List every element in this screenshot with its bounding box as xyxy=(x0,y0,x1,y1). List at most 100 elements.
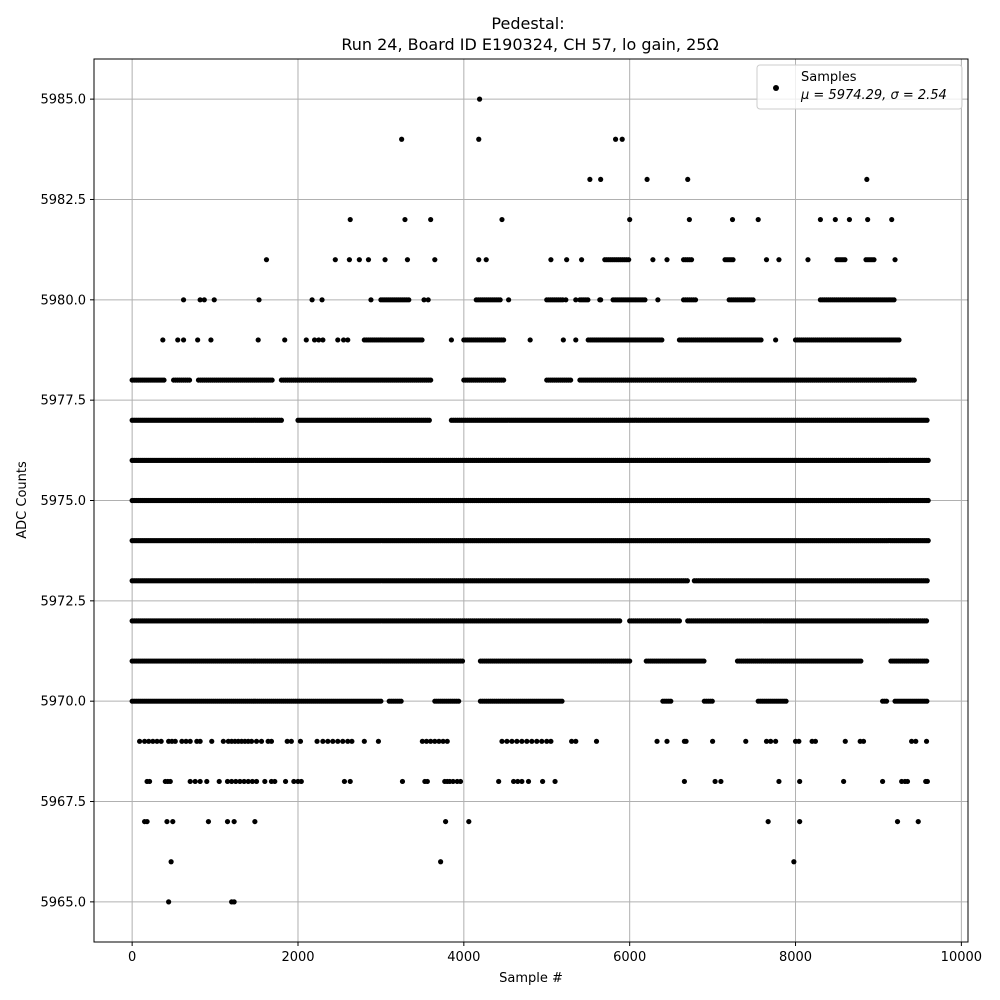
data-point xyxy=(426,417,432,423)
data-point xyxy=(164,818,170,825)
data-point xyxy=(146,738,152,744)
data-point xyxy=(436,738,442,744)
y-tick-label: 5980.0 xyxy=(41,293,87,308)
data-point xyxy=(297,738,304,744)
data-point xyxy=(627,216,633,223)
data-point xyxy=(332,257,338,263)
y-tick-label: 5977.5 xyxy=(41,394,87,409)
data-point xyxy=(325,738,331,744)
data-point xyxy=(585,297,591,303)
data-point xyxy=(913,738,919,744)
data-point xyxy=(925,538,931,544)
data-point xyxy=(220,738,226,744)
x-tick-label: 0 xyxy=(128,950,136,965)
data-point xyxy=(168,859,174,865)
legend-marker xyxy=(773,85,779,91)
data-point xyxy=(701,658,707,664)
x-axis-label: Sample # xyxy=(499,971,563,986)
data-point xyxy=(347,778,353,785)
data-point xyxy=(911,377,917,383)
data-point xyxy=(684,578,690,584)
data-point xyxy=(160,337,166,343)
plot-area-frame xyxy=(93,58,969,943)
data-point xyxy=(150,738,156,744)
data-point xyxy=(664,257,670,263)
data-point xyxy=(805,257,811,263)
y-axis-label: ADC Counts xyxy=(15,461,30,539)
data-point xyxy=(783,698,789,704)
data-point xyxy=(664,738,670,744)
data-point xyxy=(529,738,535,744)
data-point xyxy=(365,257,372,263)
data-point xyxy=(378,698,384,704)
data-point xyxy=(923,618,930,624)
data-point xyxy=(459,658,466,664)
data-point xyxy=(743,738,749,744)
data-point xyxy=(237,778,243,785)
data-point xyxy=(791,859,797,865)
data-point xyxy=(201,297,207,303)
data-point xyxy=(894,818,901,825)
data-point xyxy=(527,337,533,343)
data-point xyxy=(466,818,472,825)
data-point xyxy=(209,738,215,744)
data-point xyxy=(476,96,483,102)
data-point xyxy=(496,778,502,785)
data-point xyxy=(842,738,848,744)
data-point xyxy=(924,658,930,664)
data-point xyxy=(763,738,770,744)
data-point xyxy=(249,778,255,785)
data-point xyxy=(560,337,566,343)
data-point xyxy=(776,257,782,263)
data-point xyxy=(619,136,625,142)
data-point xyxy=(167,778,173,785)
data-point xyxy=(253,778,260,785)
data-point xyxy=(692,297,699,303)
data-point xyxy=(519,778,525,785)
x-tick-label: 2000 xyxy=(281,950,314,965)
data-point xyxy=(442,818,449,825)
data-point xyxy=(269,377,275,383)
data-point xyxy=(448,337,454,343)
data-point xyxy=(499,216,505,223)
data-point xyxy=(197,778,203,785)
data-point xyxy=(501,337,507,343)
data-point xyxy=(659,337,665,343)
data-point xyxy=(896,337,902,343)
data-point xyxy=(345,337,351,343)
data-point xyxy=(282,337,288,343)
data-point xyxy=(231,818,237,825)
y-tick-label: 5965.0 xyxy=(41,895,87,910)
data-point xyxy=(272,778,278,785)
data-point xyxy=(457,778,464,785)
data-point xyxy=(320,337,326,343)
data-point xyxy=(504,738,510,744)
data-point xyxy=(497,297,503,303)
data-point xyxy=(755,216,761,223)
data-point xyxy=(924,698,930,704)
data-point xyxy=(340,337,347,343)
data-point xyxy=(245,778,251,785)
data-point xyxy=(170,818,176,825)
data-point xyxy=(525,778,532,785)
data-point xyxy=(587,176,593,183)
data-point xyxy=(137,738,143,744)
data-point xyxy=(598,297,604,303)
data-point xyxy=(368,297,374,303)
data-point xyxy=(146,778,153,785)
y-tick-label: 5972.5 xyxy=(41,594,87,609)
data-point xyxy=(864,176,870,183)
data-point xyxy=(924,578,930,584)
data-point xyxy=(483,257,489,263)
data-point xyxy=(349,738,355,744)
data-point xyxy=(617,618,623,624)
data-point xyxy=(593,738,600,744)
data-point xyxy=(241,778,247,785)
data-point xyxy=(175,337,181,343)
data-point xyxy=(544,738,550,744)
data-point xyxy=(186,377,193,383)
data-point xyxy=(432,738,438,744)
data-point xyxy=(361,738,367,744)
data-point xyxy=(563,297,569,303)
data-point xyxy=(923,738,930,744)
